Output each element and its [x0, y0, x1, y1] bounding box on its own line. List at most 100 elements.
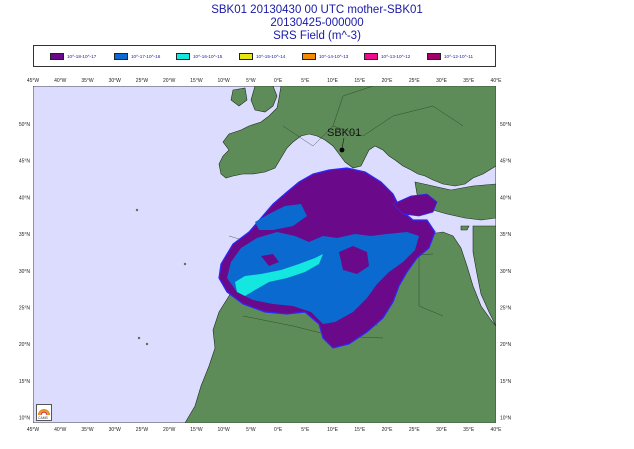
lat-tick-right: 20°N [500, 342, 512, 348]
lon-tick-top: 40°E [491, 78, 503, 84]
map: SBK01 [33, 86, 496, 423]
legend-swatch [176, 53, 190, 60]
legend-item: 10^-18-10^-17 [50, 52, 96, 61]
field-subtitle: SRS Field (m^-3) [273, 30, 361, 42]
lat-tick-left: 25°N [19, 306, 31, 312]
lat-tick-right: 40°N [500, 195, 512, 201]
legend-swatch [114, 53, 128, 60]
plume-1e16 [235, 254, 323, 296]
lon-tick-bottom: 40°E [491, 427, 503, 433]
lon-tick-bottom: 15°W [190, 427, 203, 433]
legend-item: 10^-14-10^-13 [302, 52, 348, 61]
legend-swatch [364, 53, 378, 60]
border-line [418, 236, 444, 317]
map-title: SBK01 20130430 00 UTC mother-SBK01 [211, 4, 423, 16]
lon-tick-bottom: 40°W [54, 427, 67, 433]
lon-tick-top: 35°E [463, 78, 475, 84]
lon-tick-bottom: 45°W [27, 427, 40, 433]
lat-tick-left: 45°N [19, 159, 31, 165]
legend-label: 10^-15-10^-14 [256, 54, 286, 59]
lon-tick-top: 15°E [354, 78, 366, 84]
lon-tick-top: 10°W [218, 78, 231, 84]
lon-tick-top: 35°W [81, 78, 94, 84]
legend: 10^-18-10^-17 10^-17-10^-16 10^-16-10^-1… [33, 45, 496, 67]
lon-tick-top: 20°W [163, 78, 176, 84]
srs-plume [218, 167, 438, 349]
lon-tick-bottom: 10°W [218, 427, 231, 433]
legend-item: 10^-12-10^-11 [427, 52, 473, 61]
legend-swatch [50, 53, 64, 60]
lon-tick-bottom: 5°E [301, 427, 310, 433]
legend-label: 10^-13-10^-12 [381, 54, 411, 59]
lon-tick-top: 45°W [27, 78, 40, 84]
legend-swatch [239, 53, 253, 60]
lat-tick-right: 30°N [500, 269, 512, 275]
lon-tick-bottom: 35°W [81, 427, 94, 433]
lon-tick-top: 30°E [436, 78, 448, 84]
lat-tick-right: 25°N [500, 306, 512, 312]
station-leader [341, 137, 345, 149]
lon-tick-bottom: 30°E [436, 427, 448, 433]
lat-tick-right: 35°N [500, 232, 512, 238]
plume-1e17 [227, 232, 419, 324]
lat-tick-left: 50°N [19, 122, 31, 128]
legend-label: 10^-16-10^-15 [193, 54, 223, 59]
lon-tick-top: 15°W [190, 78, 203, 84]
lon-tick-top: 30°W [109, 78, 122, 84]
lat-tick-left: 40°N [19, 195, 31, 201]
land-cyprus [460, 225, 470, 231]
legend-item: 10^-15-10^-14 [239, 52, 285, 61]
lon-tick-bottom: 10°E [327, 427, 339, 433]
station-marker [339, 147, 345, 153]
legend-swatch [427, 53, 441, 60]
lon-tick-top: 10°E [327, 78, 339, 84]
cams-logo: CAMS [36, 404, 52, 421]
legend-item: 10^-13-10^-12 [364, 52, 410, 61]
border-line [332, 86, 374, 127]
island [137, 336, 141, 340]
lat-tick-right: 10°N [500, 416, 512, 422]
logo-arc-icon [38, 409, 50, 416]
land-ireland [230, 87, 248, 107]
map-frame: SBK01 [33, 86, 496, 423]
lat-tick-right: 15°N [500, 379, 512, 385]
legend-label: 10^-18-10^-17 [67, 54, 97, 59]
legend-label: 10^-12-10^-11 [444, 54, 473, 59]
lon-tick-top: 5°E [301, 78, 310, 84]
legend-item: 10^-17-10^-16 [114, 52, 160, 61]
land-uk [250, 86, 278, 113]
plume-1e18-inner [339, 246, 369, 274]
lat-tick-right: 50°N [500, 122, 512, 128]
lon-tick-bottom: 35°E [463, 427, 475, 433]
lon-tick-top: 25°E [409, 78, 421, 84]
small-islands [135, 208, 187, 346]
map-date-subtitle: 20130425-000000 [270, 17, 364, 29]
lat-tick-left: 30°N [19, 269, 31, 275]
island [135, 208, 139, 212]
lon-tick-top: 5°W [246, 78, 256, 84]
lon-tick-top: 25°W [136, 78, 149, 84]
lon-tick-bottom: 20°E [382, 427, 394, 433]
lon-tick-bottom: 5°W [246, 427, 256, 433]
lat-tick-left: 10°N [19, 416, 31, 422]
plume-1e17-north [255, 204, 307, 230]
lon-tick-bottom: 30°W [109, 427, 122, 433]
island [183, 262, 187, 266]
island [145, 342, 149, 346]
lon-tick-top: 20°E [382, 78, 394, 84]
legend-swatch [302, 53, 316, 60]
lon-tick-bottom: 20°W [163, 427, 176, 433]
plume-1e18-east [392, 193, 438, 217]
lon-tick-bottom: 15°E [354, 427, 366, 433]
lon-tick-top: 0°E [274, 78, 283, 84]
lat-tick-left: 35°N [19, 232, 31, 238]
lat-tick-left: 15°N [19, 379, 31, 385]
station-label: SBK01 [327, 127, 361, 139]
legend-label: 10^-17-10^-16 [131, 54, 161, 59]
lon-tick-bottom: 0°E [274, 427, 283, 433]
border-line [282, 105, 464, 147]
legend-item: 10^-16-10^-15 [176, 52, 222, 61]
lon-tick-bottom: 25°W [136, 427, 149, 433]
lat-tick-left: 20°N [19, 342, 31, 348]
